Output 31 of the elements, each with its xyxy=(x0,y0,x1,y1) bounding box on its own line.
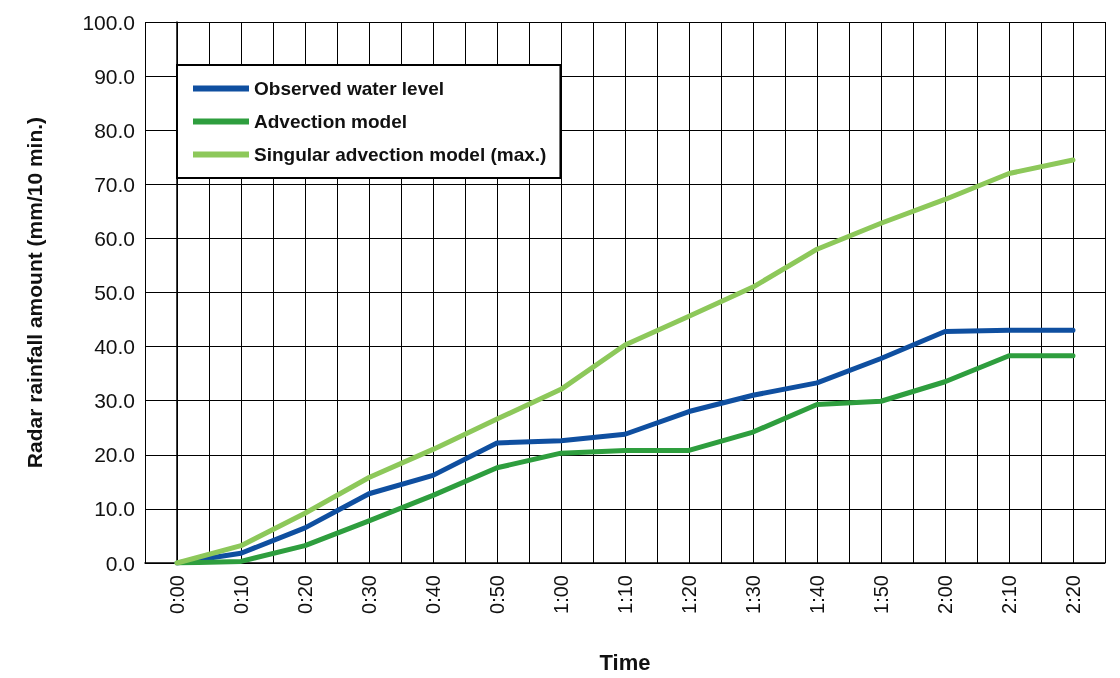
x-tick-label: 1:10 xyxy=(614,575,636,614)
x-tick-label: 1:30 xyxy=(741,575,764,614)
y-tick-label: 80.0 xyxy=(94,118,135,142)
y-tick-label: 30.0 xyxy=(94,389,135,413)
x-tick-label: 2:20 xyxy=(1061,575,1084,614)
x-tick-label: 0:40 xyxy=(422,575,444,614)
y-tick-label: 40.0 xyxy=(94,335,135,359)
y-tick-label: 10.0 xyxy=(94,497,135,521)
x-tick-label: 0:30 xyxy=(357,575,380,614)
x-tick-label: 0:10 xyxy=(230,575,252,614)
y-tick-label: 20.0 xyxy=(94,443,135,467)
y-tick-label: 90.0 xyxy=(94,64,135,88)
y-tick-label: 50.0 xyxy=(94,281,135,304)
x-tick-label: 0:20 xyxy=(293,575,316,614)
x-tick-label: 2:00 xyxy=(933,575,956,614)
legend-label: Advection model xyxy=(254,111,408,132)
y-tick-label: 60.0 xyxy=(94,226,135,250)
x-tick-label: 1:50 xyxy=(869,575,892,614)
legend-label: Observed water level xyxy=(254,78,445,99)
x-tick-label: 1:20 xyxy=(677,575,700,614)
y-tick-label: 70.0 xyxy=(94,172,135,196)
x-tick-label: 2:10 xyxy=(998,575,1020,614)
x-tick-label: 1:40 xyxy=(806,575,828,614)
y-tick-label: 100.0 xyxy=(82,10,135,34)
x-tick-label: 0:00 xyxy=(165,575,188,614)
x-axis-title: Time xyxy=(599,649,651,675)
y-tick-label: 0.0 xyxy=(105,551,135,575)
x-tick-label: 1:00 xyxy=(549,575,572,614)
x-tick-label: 0:50 xyxy=(485,575,508,614)
legend-label: Singular advection model (max.) xyxy=(254,144,547,165)
y-axis-title: Radar rainfall amount (mm/10 min.) xyxy=(23,116,46,469)
